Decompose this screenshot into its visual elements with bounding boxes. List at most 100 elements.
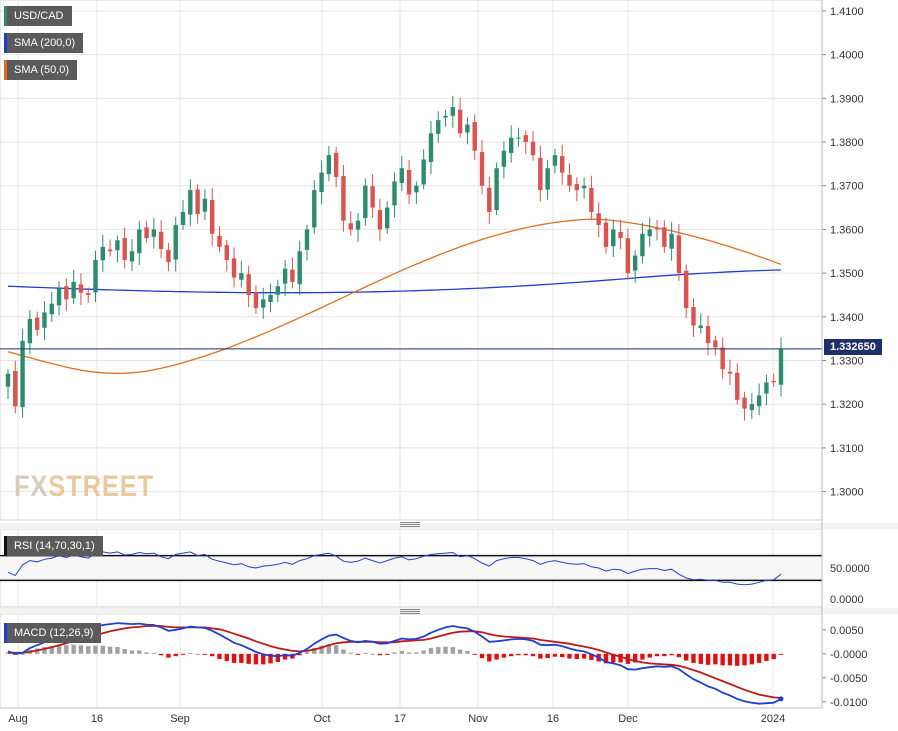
candle-body <box>275 286 281 295</box>
candle-body <box>122 238 127 260</box>
macd-histogram-bar <box>195 653 200 655</box>
macd-histogram-bar <box>180 653 186 655</box>
macd-histogram-bar <box>698 653 703 664</box>
legend-tag-macd[interactable]: MACD (12,26,9) <box>4 623 102 643</box>
macd-histogram-bar <box>261 653 266 665</box>
candle-body <box>312 190 317 228</box>
candle-body <box>625 238 631 274</box>
macd-histogram-bar <box>611 653 616 663</box>
candle-body <box>771 380 776 383</box>
candle-body <box>377 210 383 230</box>
macd-histogram-bar <box>392 652 397 654</box>
pane-divider-2 <box>0 608 898 614</box>
macd-histogram-bar <box>676 653 682 658</box>
macd-histogram-bar <box>188 652 193 654</box>
macd-histogram-bar <box>209 653 215 657</box>
candle-body <box>457 109 463 134</box>
candle-body <box>589 187 594 212</box>
macd-histogram-bar <box>144 652 149 654</box>
macd-histogram-bar <box>86 646 91 654</box>
price-tick-label: 1.3500 <box>830 268 864 280</box>
candle-body <box>436 120 441 134</box>
legend-tag-sma200[interactable]: SMA (200,0) <box>4 33 84 53</box>
candle-body <box>363 185 368 219</box>
legend-tag-usdcad[interactable]: USD/CAD <box>4 6 72 26</box>
price-tick-label: 1.3600 <box>830 224 864 236</box>
macd-histogram-bar <box>333 645 339 654</box>
candle-body <box>20 340 25 408</box>
macd-histogram-bar <box>589 653 594 661</box>
macd-histogram-bar <box>494 653 499 660</box>
candle-body <box>450 107 456 116</box>
macd-histogram-bar <box>268 653 273 664</box>
candle-body <box>508 137 514 154</box>
candle-body <box>129 251 135 262</box>
macd-histogram-bar <box>720 653 725 666</box>
candle-body <box>261 299 266 308</box>
macd-histogram-bar <box>705 653 711 665</box>
macd-histogram-bar <box>137 650 142 654</box>
candle-body <box>552 155 558 166</box>
legend-tag-sma50[interactable]: SMA (50,0) <box>4 60 78 80</box>
macd-histogram-bar <box>239 653 244 663</box>
candle-body <box>209 200 215 234</box>
macd-histogram-bar <box>727 653 733 666</box>
candle-body <box>231 258 237 278</box>
candle-body <box>662 227 667 247</box>
macd-histogram-bar <box>202 653 208 655</box>
macd-histogram-bar <box>581 653 587 659</box>
candle-body <box>778 349 784 385</box>
candle-body <box>151 229 157 237</box>
candle-body <box>27 318 33 344</box>
macd-histogram-bar <box>552 653 558 657</box>
macd-histogram-bar <box>465 650 470 654</box>
macd-histogram-bar <box>129 650 135 654</box>
legend-tag-rsi[interactable]: RSI (14,70,30,1) <box>4 536 103 556</box>
candle-body <box>56 288 62 306</box>
macd-histogram-bar <box>64 645 69 654</box>
macd-tick-label: -0.0000 <box>830 649 867 661</box>
candle-body <box>640 233 645 257</box>
pane-resize-handle-macd[interactable] <box>400 609 420 614</box>
macd-histogram-bar <box>173 653 178 657</box>
x-tick-label: Sep <box>170 713 190 725</box>
macd-histogram-bar <box>771 653 776 660</box>
candle-body <box>370 186 375 208</box>
candle-body <box>720 347 725 370</box>
usdcad-swatch <box>4 6 7 26</box>
candle-body <box>297 251 302 285</box>
candle-body <box>713 340 718 348</box>
macd-histogram-bar <box>355 653 361 655</box>
price-tick-label: 1.3400 <box>830 312 864 324</box>
macd-histogram-bar <box>713 653 718 665</box>
candle-body <box>574 184 580 191</box>
x-tick-label: Nov <box>468 713 488 725</box>
macd-histogram-bar <box>479 653 485 659</box>
macd-histogram-bar <box>348 652 353 654</box>
price-tick-label: 1.3000 <box>830 487 864 499</box>
sma50-swatch <box>4 60 7 80</box>
macd-histogram-bar <box>472 653 477 655</box>
candle-body <box>5 373 11 387</box>
price-tick-label: 1.3700 <box>830 181 864 193</box>
macd-histogram-bar <box>253 653 259 665</box>
macd-histogram-bar <box>749 653 755 665</box>
candle-body <box>414 185 419 193</box>
candle-body <box>282 268 288 284</box>
pane-resize-handle-rsi[interactable] <box>400 522 420 527</box>
candle-body <box>341 176 346 221</box>
panel-bg-0 <box>0 0 823 521</box>
candle-body <box>530 141 536 156</box>
candle-body <box>603 222 609 247</box>
x-tick-label: 17 <box>394 713 406 725</box>
candle-body <box>333 152 339 177</box>
macd-histogram-bar <box>370 653 375 655</box>
macd-histogram-bar <box>756 653 762 663</box>
x-tick-label: 2024 <box>761 713 785 725</box>
candle-body <box>290 269 295 282</box>
macd-histogram-bar <box>115 647 120 654</box>
candle-body <box>107 249 113 252</box>
candle-body <box>355 220 361 230</box>
candle-body <box>100 246 106 261</box>
